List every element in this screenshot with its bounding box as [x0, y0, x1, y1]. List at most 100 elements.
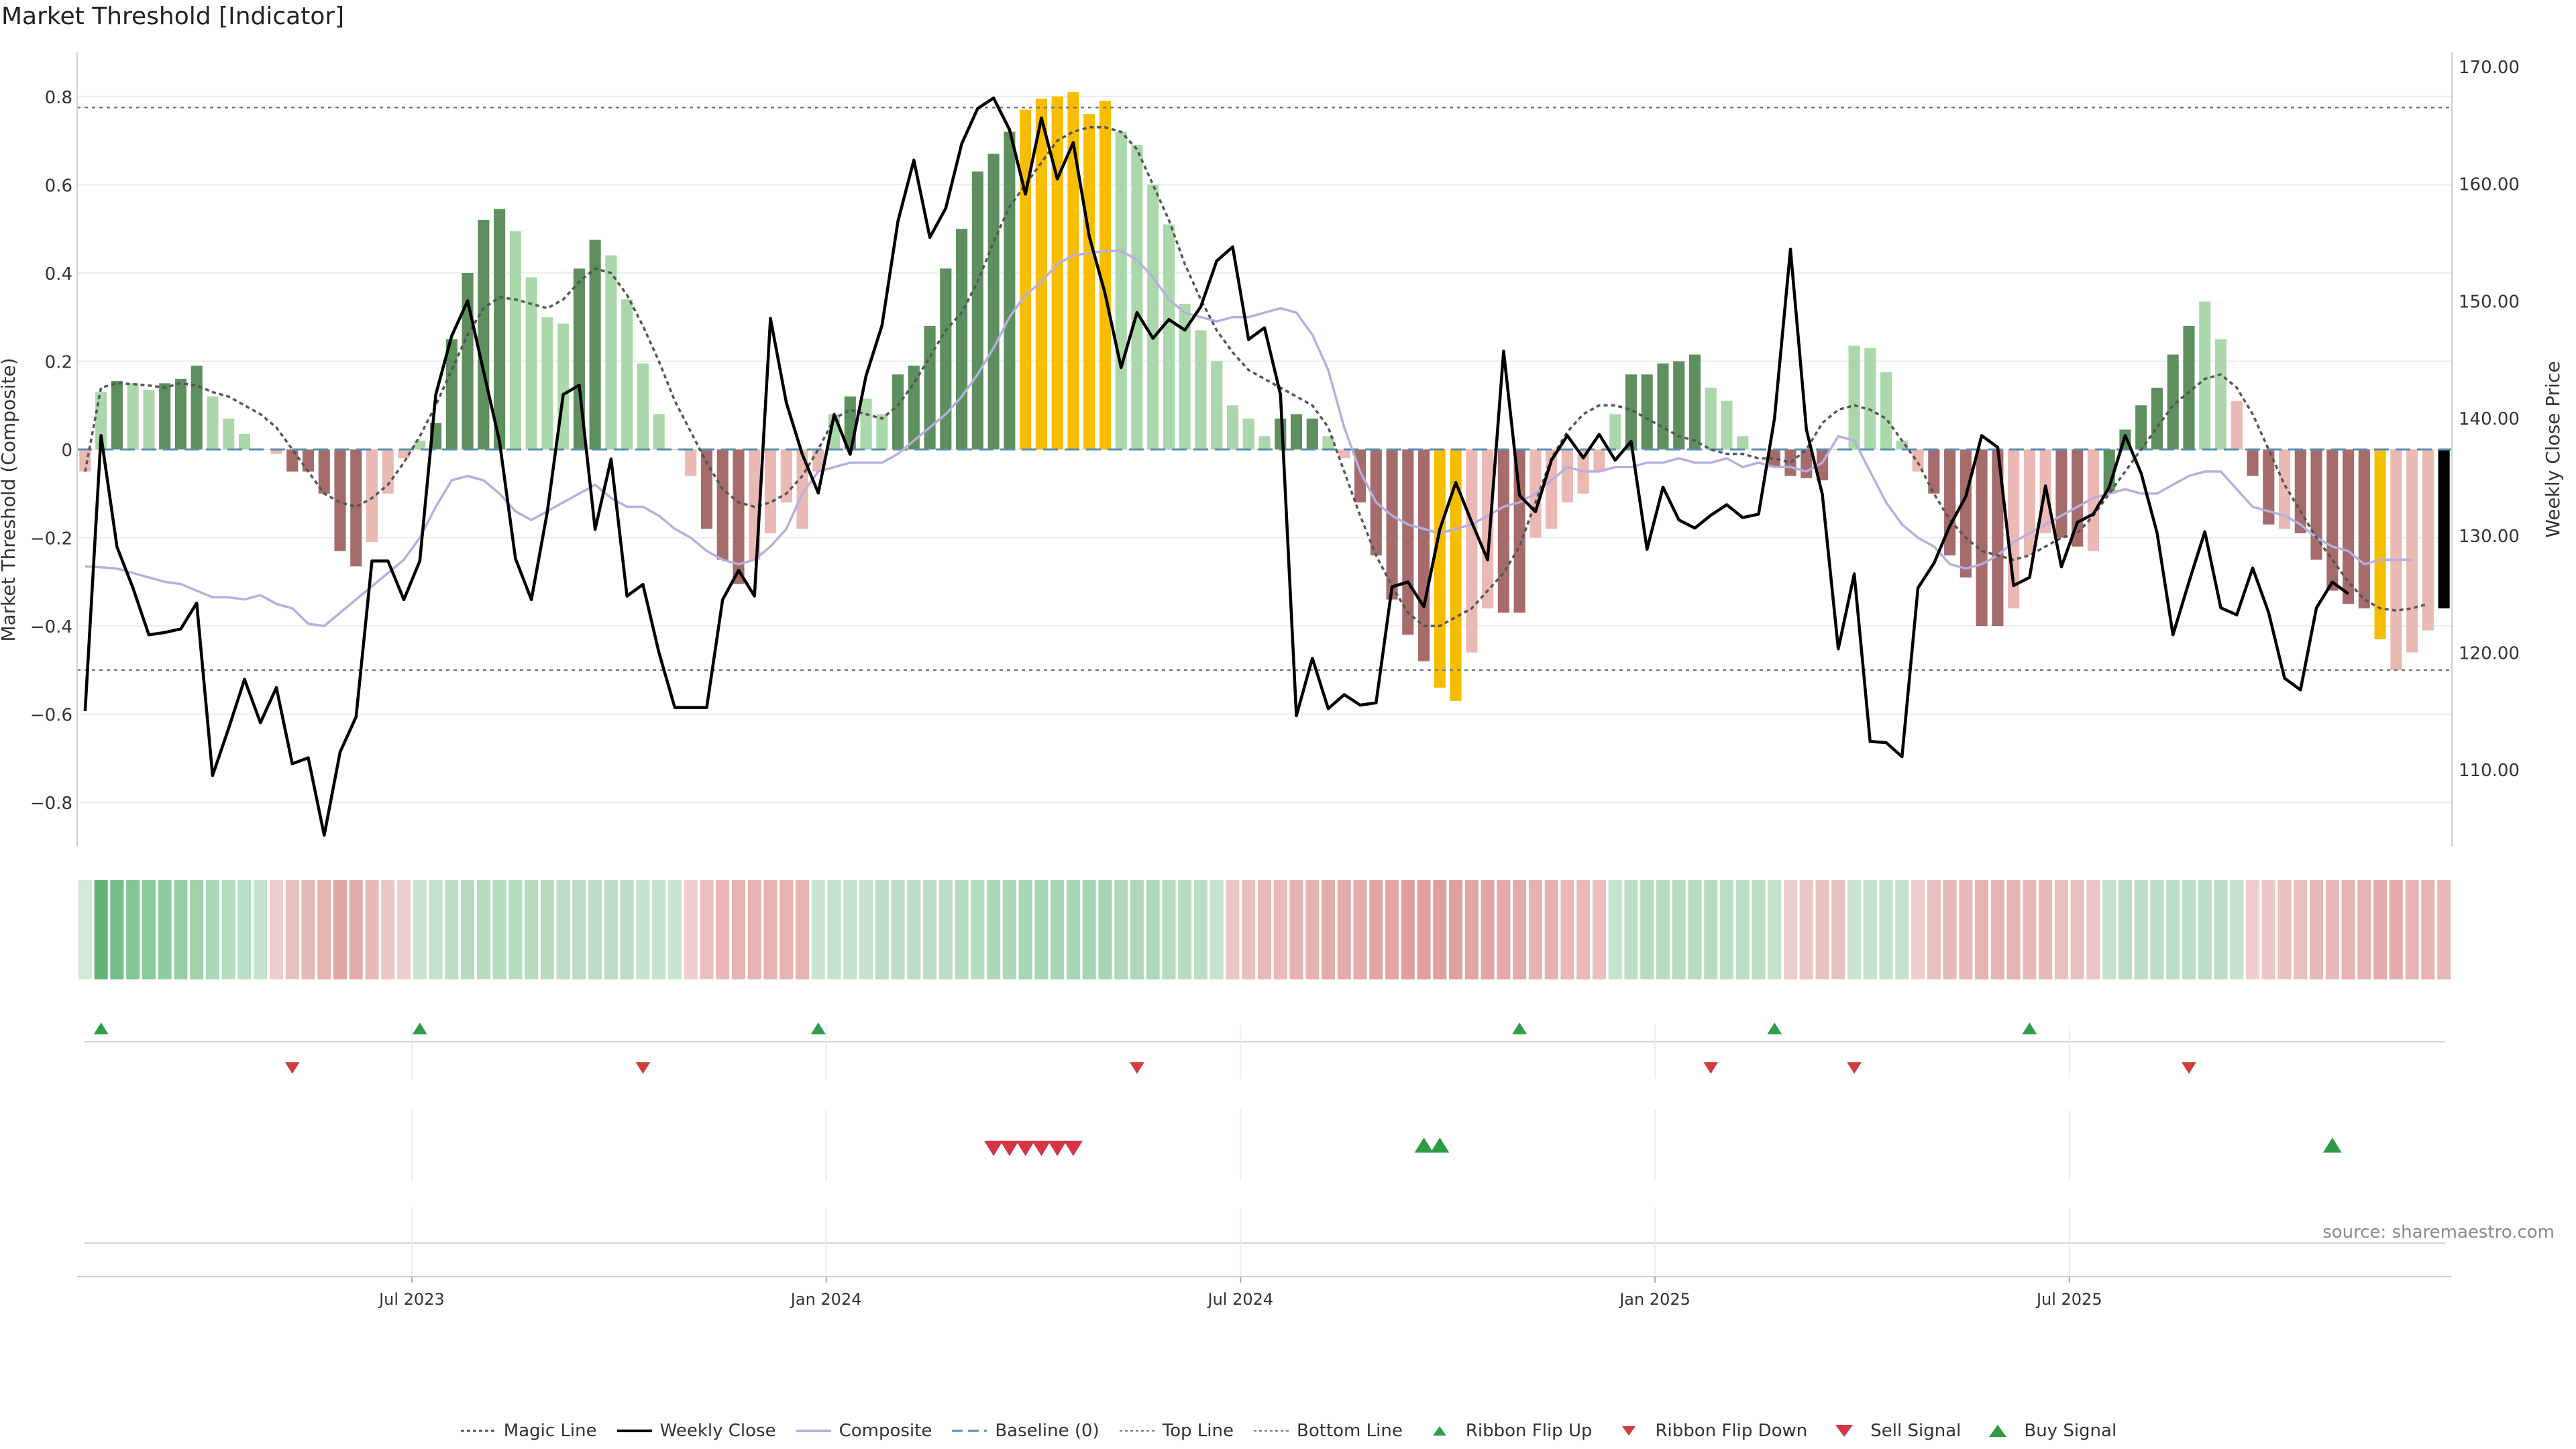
composite-bar — [733, 449, 745, 584]
composite-bar — [445, 339, 458, 449]
legend-label: Ribbon Flip Down — [1655, 1421, 1808, 1441]
legend-item-composite: Composite — [795, 1421, 932, 1441]
composite-bar — [1737, 436, 1749, 449]
ribbon-flip-down-marker — [1129, 1062, 1144, 1074]
y2-tick-label: 140.00 — [2459, 409, 2520, 429]
ribbon-cell — [205, 880, 219, 979]
ribbon-cell — [923, 880, 937, 979]
composite-bar — [238, 433, 251, 449]
sell-signal-marker — [984, 1140, 1004, 1157]
composite-bar — [716, 449, 729, 560]
composite-bar — [1163, 224, 1175, 449]
composite-bar — [2214, 339, 2227, 449]
composite-bar — [223, 418, 235, 449]
ribbon-cell — [1417, 880, 1431, 979]
ribbon-cell — [2325, 880, 2339, 979]
signal-rows — [84, 1022, 2445, 1275]
composite-bar — [509, 231, 521, 449]
ribbon-cell — [349, 880, 363, 979]
ribbon-cell — [397, 880, 411, 979]
composite-bar — [2374, 449, 2386, 639]
composite-bar — [2151, 387, 2163, 449]
composite-bar — [1004, 131, 1016, 449]
composite-bar — [1195, 330, 1207, 449]
composite-bar — [1322, 436, 1334, 449]
composite-bar — [621, 299, 633, 449]
composite-bar — [1657, 363, 1669, 449]
composite-bar — [1242, 418, 1254, 449]
ribbon-cell — [2246, 880, 2259, 979]
composite-bar — [1386, 449, 1398, 600]
ribbon-cell — [1433, 880, 1447, 979]
ribbon-cell — [381, 880, 395, 979]
composite-bars — [79, 92, 2450, 701]
composite-bar — [2278, 449, 2291, 529]
legend-item-bottom: Bottom Line — [1252, 1421, 1403, 1441]
composite-bar — [971, 171, 983, 449]
legend-item-flipdown: Ribbon Flip Down — [1611, 1421, 1807, 1441]
composite-bar — [2055, 449, 2068, 538]
composite-bar — [1338, 449, 1350, 459]
ribbon-cell — [2214, 880, 2228, 979]
ribbon-cell — [94, 880, 108, 979]
ribbon-cell — [2405, 880, 2419, 979]
ribbon-cell — [461, 880, 475, 979]
composite-bar — [318, 449, 330, 494]
ribbon-cell — [2054, 880, 2068, 979]
legend-label: Magic Line — [503, 1421, 597, 1441]
y-axis-label-left: Market Threshold (Composite) — [0, 358, 19, 641]
composite-bar — [2087, 449, 2099, 551]
ribbon-cell — [301, 880, 315, 979]
composite-bar — [956, 229, 968, 449]
ribbon-cell — [540, 880, 554, 979]
ribbon-cell — [2294, 880, 2308, 979]
ribbon-cell — [684, 880, 698, 979]
x-tick-label: Jul 2023 — [378, 1290, 445, 1309]
y2-tick-label: 170.00 — [2459, 58, 2520, 78]
x-axis: Jul 2023 Jan 2024 Jul 2024 Jan 2025 Jul 2025 — [77, 1276, 2452, 1309]
ribbon-cell — [667, 880, 682, 979]
y2-tick-label: 120.00 — [2459, 644, 2520, 664]
composite-bar — [1896, 440, 1908, 449]
ribbon-cell — [1497, 880, 1511, 979]
ribbon-cell — [843, 880, 857, 979]
ribbon-cell — [2023, 880, 2037, 979]
ribbon-cell — [987, 880, 1001, 979]
ribbon-cell — [907, 880, 921, 979]
composite-bar — [1450, 449, 1462, 701]
composite-bar — [1705, 387, 1717, 449]
ribbon-cell — [1528, 880, 1542, 979]
y-tick-label: 0.8 — [45, 88, 72, 108]
ribbon-cell — [1289, 880, 1303, 979]
ribbon-cell — [2373, 880, 2387, 979]
ribbon-cell — [604, 880, 618, 979]
ribbon-cell — [1990, 880, 2004, 979]
legend-item-baseline: Baseline (0) — [951, 1421, 1099, 1441]
ribbon-cell — [1449, 880, 1463, 979]
composite-bar — [589, 239, 601, 449]
legend-item-sell: Sell Signal — [1826, 1421, 1961, 1441]
composite-bar — [1497, 449, 1509, 613]
ribbon-cell — [716, 880, 730, 979]
composite-bar — [127, 383, 139, 449]
composite-bar — [2343, 449, 2355, 604]
composite-bar — [1960, 449, 1972, 578]
ribbon-cell — [1768, 880, 1782, 979]
legend-label: Top Line — [1162, 1421, 1234, 1441]
ribbon-cell — [811, 880, 825, 979]
composite-bar — [1864, 347, 1876, 449]
ribbon-cell — [763, 880, 777, 979]
ribbon-cell — [237, 880, 252, 979]
ribbon-cell — [875, 880, 889, 979]
composite-bar — [1625, 374, 1637, 449]
ribbon-cell — [1863, 880, 1877, 979]
legend-label: Composite — [839, 1421, 932, 1441]
composite-bar — [1179, 303, 1191, 449]
composite-bar — [1928, 449, 1940, 494]
ribbon-cell — [2102, 880, 2116, 979]
composite-bar — [541, 317, 553, 449]
ribbon-cell — [556, 880, 570, 979]
composite-bar — [1641, 374, 1653, 449]
composite-bar — [2294, 449, 2306, 533]
ribbon-cell — [731, 880, 745, 979]
